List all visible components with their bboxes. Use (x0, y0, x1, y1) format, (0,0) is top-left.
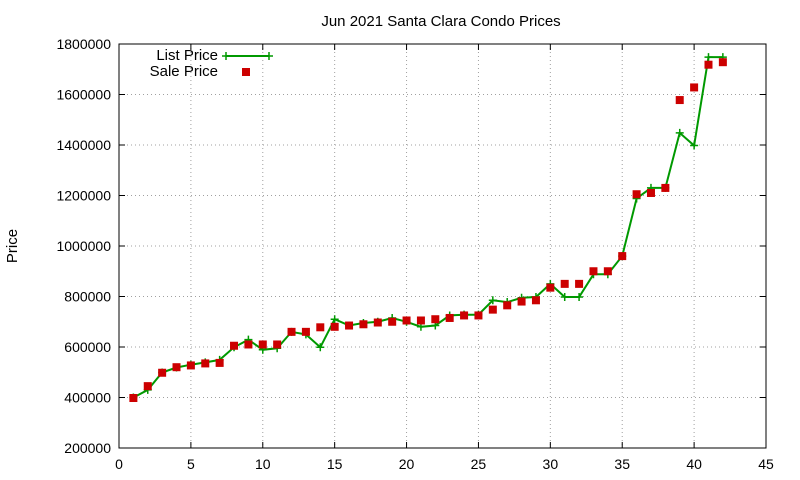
sale-price-point (618, 252, 627, 261)
list-price-point (675, 128, 684, 137)
sale-price-point (474, 311, 483, 320)
sale-price-point (646, 188, 655, 197)
sale-price-point (143, 382, 152, 391)
x-tick-label: 25 (471, 456, 487, 472)
sale-price-point (129, 394, 138, 403)
sale-price-point (431, 315, 440, 324)
sale-price-point (359, 320, 368, 329)
x-tick-label: 5 (187, 456, 195, 472)
sale-price-point (215, 358, 224, 367)
sale-price-point (503, 301, 512, 310)
sale-price-point (603, 267, 612, 276)
sale-price-point (388, 317, 397, 326)
x-tick-label: 20 (399, 456, 415, 472)
y-tick-label: 400000 (64, 390, 111, 406)
sale-price-point (201, 359, 210, 368)
legend-marker-list-price (222, 52, 273, 60)
sale-price-point (690, 83, 699, 92)
sale-price-point (488, 305, 497, 314)
y-tick-label: 1000000 (56, 238, 111, 254)
series-line-list-price (132, 56, 723, 399)
x-tick-label: 15 (327, 456, 343, 472)
sale-price-point (258, 340, 267, 349)
y-tick-label: 1600000 (56, 87, 111, 103)
y-tick-label: 1200000 (56, 188, 111, 204)
sale-price-point (301, 327, 310, 336)
sale-price-point (186, 361, 195, 370)
sale-price-point (316, 323, 325, 332)
sale-price-point (517, 297, 526, 306)
sale-price-point (589, 267, 598, 276)
legend-label-sale-price: Sale Price (150, 63, 218, 80)
sale-price-point (531, 296, 540, 305)
sale-price-point (158, 368, 167, 377)
y-tick-label: 800000 (64, 289, 111, 305)
sale-price-point (402, 316, 411, 325)
x-tick-label: 45 (758, 456, 774, 472)
sale-price-point (575, 279, 584, 288)
sale-price-point (546, 283, 555, 292)
list-price-point (330, 315, 339, 324)
y-tick-label: 1400000 (56, 137, 111, 153)
sale-price-point (330, 322, 339, 331)
list-price-point (316, 343, 325, 352)
sale-price-point (345, 321, 354, 330)
sale-price-point (675, 96, 684, 105)
list-price-point (704, 53, 713, 62)
x-tick-label: 0 (115, 456, 123, 472)
sale-price-point (632, 190, 641, 199)
series-layer (129, 53, 727, 403)
sale-price-point (416, 316, 425, 325)
x-tick-label: 35 (614, 456, 630, 472)
sale-price-point (704, 60, 713, 69)
grid-layer (119, 44, 766, 448)
sale-price-point (373, 318, 382, 327)
sale-price-point (273, 340, 282, 349)
legend-swatch-sale-price (242, 68, 250, 76)
tick-layer: 0 5 10 15 20 25 30 35 40 45 200000 400000 600000 8000… (56, 36, 774, 472)
chart-title: Jun 2021 Santa Clara Condo Prices (321, 13, 560, 30)
sale-price-point (661, 183, 670, 192)
list-price-point (560, 293, 569, 302)
y-tick-label: 600000 (64, 339, 111, 355)
sale-price-point (244, 340, 253, 349)
sale-price-point (445, 313, 454, 322)
y-tick-label: 200000 (64, 440, 111, 456)
x-tick-label: 30 (543, 456, 559, 472)
plot-frame (118, 43, 767, 449)
y-tick-label: 1800000 (56, 36, 111, 52)
sale-price-point (287, 327, 296, 336)
legend: List Price Sale Price (150, 47, 273, 80)
x-tick-label: 10 (255, 456, 271, 472)
list-price-point (575, 293, 584, 302)
sale-price-point (460, 311, 469, 320)
sale-price-point (230, 341, 239, 350)
list-price-point (488, 296, 497, 305)
y-axis-label: Price (4, 229, 21, 263)
sale-price-point (172, 363, 181, 372)
x-tick-label: 40 (686, 456, 702, 472)
sale-price-point (718, 58, 727, 67)
sale-price-point (560, 279, 569, 288)
legend-label-list-price: List Price (156, 47, 218, 64)
list-price-point (690, 141, 699, 150)
